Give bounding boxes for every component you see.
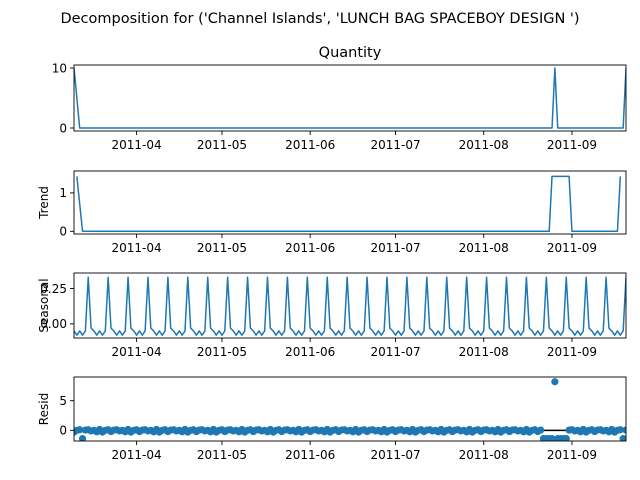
x-tick-label: 2011-05 — [197, 448, 247, 462]
x-tick-label: 2011-07 — [370, 448, 420, 462]
y-tick-label: 0.25 — [40, 282, 67, 296]
x-tick-label: 2011-04 — [112, 345, 162, 359]
axes-frame — [73, 272, 627, 339]
y-tick-label: 1 — [59, 186, 67, 200]
x-tick-label: 2011-06 — [285, 448, 335, 462]
x-tick-label: 2011-08 — [459, 241, 509, 255]
x-tick-label: 2011-06 — [285, 138, 335, 152]
resid-point — [562, 435, 570, 441]
x-tick-label: 2011-08 — [459, 345, 509, 359]
x-tick-label: 2011-07 — [370, 345, 420, 359]
plot-area — [74, 276, 626, 336]
resid-point — [76, 426, 84, 434]
x-tick-label: 2011-05 — [197, 241, 247, 255]
y-tick-label: 0 — [59, 225, 67, 239]
panel-trend: 0 1 2011-04 2011-05 2011-06 2011-07 2011-08 201… — [37, 170, 627, 255]
axes-frame — [73, 376, 627, 442]
plot-area — [74, 378, 626, 441]
resid-point — [551, 378, 559, 386]
y-tick-label: 5 — [59, 394, 67, 408]
resid-point — [622, 426, 626, 434]
x-tick-label: 2011-07 — [370, 241, 420, 255]
x-tick-label: 2011-07 — [370, 138, 420, 152]
y-tick-label: 0.00 — [40, 317, 67, 331]
x-tick-label: 2011-09 — [547, 448, 597, 462]
trend-series-line — [76, 175, 622, 233]
resid-point — [78, 435, 87, 441]
panel-seasonal: 0.00 0.25 2011-04 2011-05 2011-06 2011-07 2011… — [37, 272, 627, 359]
panel-observed: 0 10 2011-04 2011-05 2011-06 2011-07 2011-08 20… — [52, 45, 627, 152]
resid-point — [619, 435, 626, 441]
x-tick-label: 2011-05 — [197, 138, 247, 152]
x-tick-label: 2011-09 — [547, 241, 597, 255]
x-tick-label: 2011-04 — [112, 138, 162, 152]
observed-series-line — [74, 67, 626, 129]
x-tick-label: 2011-04 — [112, 241, 162, 255]
y-axis-label: Resid — [37, 393, 51, 425]
x-tick-label: 2011-04 — [112, 448, 162, 462]
y-tick-label: 0 — [59, 424, 67, 438]
resid-point — [548, 435, 556, 441]
x-tick-label: 2011-06 — [285, 345, 335, 359]
resid-point — [537, 426, 545, 434]
axes-frame — [73, 64, 627, 132]
y-axis-label: Seasonal — [37, 278, 51, 332]
y-tick-label: 10 — [52, 61, 67, 75]
plot-area — [76, 175, 622, 233]
axes-frame — [73, 170, 627, 235]
x-tick-label: 2011-06 — [285, 241, 335, 255]
x-tick-label: 2011-08 — [459, 138, 509, 152]
seasonal-series-line — [74, 276, 626, 336]
x-tick-label: 2011-08 — [459, 448, 509, 462]
x-tick-label: 2011-09 — [547, 345, 597, 359]
panel-resid: 0 5 2011-04 2011-05 2011-06 2011-07 2011-08 201… — [37, 376, 627, 462]
y-axis-label: Trend — [37, 186, 51, 220]
figure-title: Decomposition for ('Channel Islands', 'L… — [60, 11, 579, 27]
y-tick-label: 0 — [59, 121, 67, 135]
resid-point — [616, 426, 624, 434]
panel-title: Quantity — [319, 45, 382, 61]
x-tick-label: 2011-09 — [547, 138, 597, 152]
x-tick-label: 2011-05 — [197, 345, 247, 359]
plot-area — [74, 67, 626, 129]
